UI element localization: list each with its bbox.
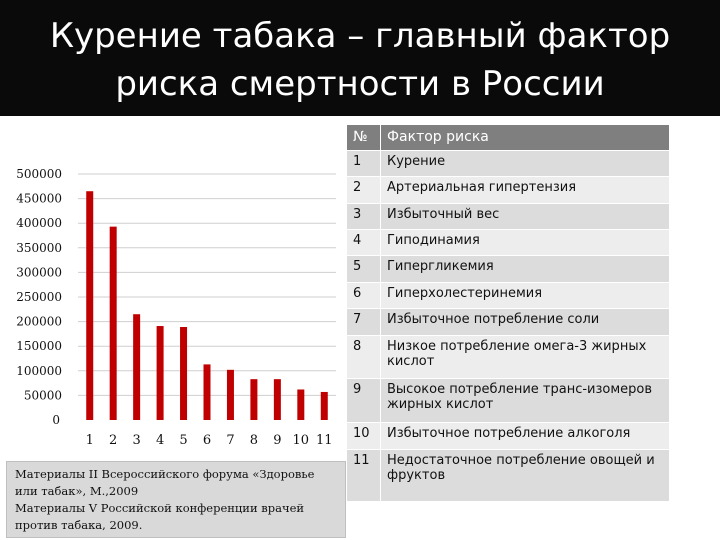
source-note: Материалы II Всероссийского форума «Здор… [6, 461, 346, 538]
bar-1 [86, 191, 94, 420]
row-number: 10 [346, 422, 381, 450]
bar-chart: 0500001000001500002000002500003000003500… [16, 167, 336, 448]
bar-7 [226, 369, 234, 420]
row-factor: Гипергликемия [380, 255, 670, 283]
header-factor: Фактор риска [380, 124, 670, 151]
row-number: 6 [346, 282, 381, 309]
row-number: 5 [346, 255, 381, 283]
row-factor: Избыточное потребление соли [380, 308, 670, 336]
table-row: 6 Гиперхолестеринемия [346, 282, 670, 309]
x-tick-label: 1 [86, 433, 94, 448]
y-tick-label: 350000 [16, 241, 62, 255]
x-tick-label: 3 [132, 433, 140, 448]
row-factor: Низкое потребление омега-3 жирных кислот [380, 335, 670, 379]
row-number: 8 [346, 335, 381, 379]
chart-bars [86, 191, 328, 420]
y-tick-label: 150000 [16, 339, 62, 353]
table-row: 5 Гипергликемия [346, 255, 670, 283]
bar-10 [297, 389, 305, 420]
table-header-row: № Фактор риска [346, 124, 670, 151]
row-factor: Курение [380, 150, 670, 177]
x-tick-labels: 1 2 3 4 5 6 7 8 9 10 11 [86, 433, 333, 448]
row-number: 7 [346, 308, 381, 336]
table-row: 9 Высокое потребление транс-изомеров жирн… [346, 378, 670, 423]
row-number: 1 [346, 150, 381, 177]
table-body: 1 Курение 2 Артериальная гипертензия 3 Избыто… [346, 150, 670, 502]
row-number: 9 [346, 378, 381, 423]
header-number: № [346, 124, 381, 151]
bar-5 [180, 327, 188, 420]
bar-6 [203, 364, 211, 420]
table-row: 4 Гиподинамия [346, 229, 670, 256]
x-tick-label: 2 [109, 433, 117, 448]
y-tick-labels: 0 50000 100000 150000 200000 250000 300000 3500… [16, 167, 62, 427]
row-number: 2 [346, 176, 381, 204]
row-number: 11 [346, 449, 381, 502]
table-row: 2 Артериальная гипертензия [346, 176, 670, 204]
x-tick-label: 10 [293, 433, 310, 448]
title-band: Курение табака – главный фактор риска см… [0, 0, 720, 116]
bar-4 [156, 326, 164, 420]
row-factor: Гиподинамия [380, 229, 670, 256]
bar-11 [320, 391, 328, 420]
y-tick-label: 500000 [16, 167, 62, 181]
row-factor: Гиперхолестеринемия [380, 282, 670, 309]
y-tick-label: 100000 [16, 364, 62, 378]
table-row: 7 Избыточное потребление соли [346, 308, 670, 336]
row-factor: Недостаточное потребление овощей и фрукт… [380, 449, 670, 502]
x-tick-label: 9 [273, 433, 281, 448]
y-tick-label: 50000 [24, 388, 62, 402]
row-factor: Высокое потребление транс-изомеров жирны… [380, 378, 670, 423]
x-tick-label: 5 [179, 433, 187, 448]
table-row: 11 Недостаточное потребление овощей и фру… [346, 449, 670, 502]
y-tick-label: 0 [52, 413, 60, 427]
bar-8 [250, 379, 258, 420]
bar-3 [133, 314, 141, 420]
x-tick-label: 7 [226, 433, 234, 448]
chart-grid [78, 173, 336, 396]
x-tick-label: 8 [250, 433, 258, 448]
slide-title: Курение табака – главный фактор риска см… [49, 16, 671, 104]
table-row: 3 Избыточный вес [346, 203, 670, 230]
row-number: 3 [346, 203, 381, 230]
risk-factor-table: № Фактор риска 1 Курение 2 Артериальная гип… [346, 124, 670, 502]
table-row: 8 Низкое потребление омега-3 жирных кисло… [346, 335, 670, 379]
y-tick-label: 400000 [16, 216, 62, 230]
y-tick-label: 250000 [16, 290, 62, 304]
bar-2 [109, 226, 117, 420]
y-tick-label: 450000 [16, 192, 62, 206]
row-factor: Артериальная гипертензия [380, 176, 670, 204]
row-factor: Избыточное потребление алкоголя [380, 422, 670, 450]
y-tick-label: 300000 [16, 265, 62, 279]
bar-9 [273, 379, 281, 420]
table-row: 1 Курение [346, 150, 670, 177]
table-row: 10 Избыточное потребление алкоголя [346, 422, 670, 450]
row-factor: Избыточный вес [380, 203, 670, 230]
row-number: 4 [346, 229, 381, 256]
x-tick-label: 6 [203, 433, 211, 448]
x-tick-label: 11 [316, 433, 333, 448]
x-tick-label: 4 [156, 433, 164, 448]
y-tick-label: 200000 [16, 315, 62, 329]
